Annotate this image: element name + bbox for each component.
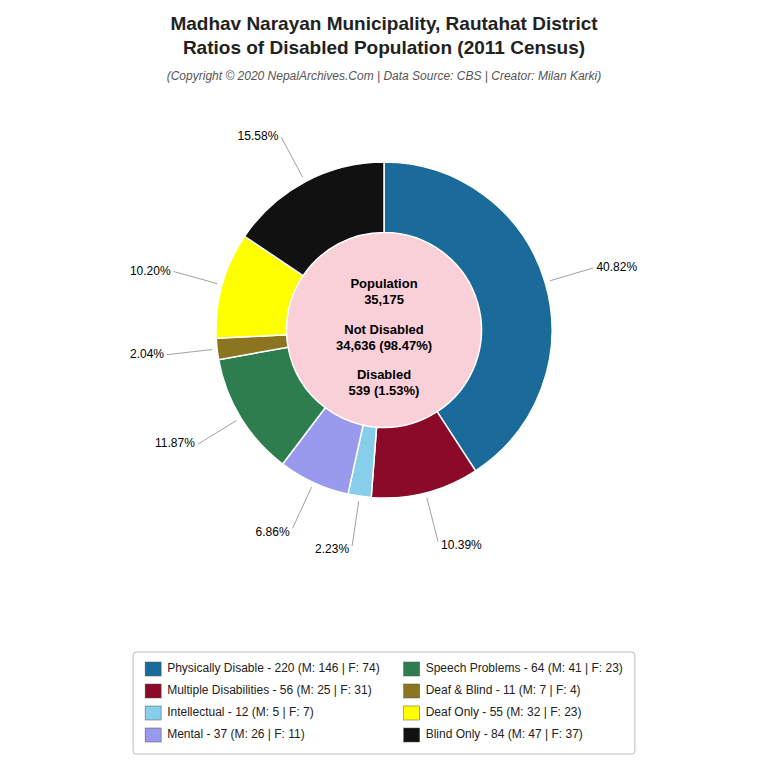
slice [219,347,326,464]
legend-swatch [404,728,420,742]
legend-swatch [145,706,161,720]
legend-label: Intellectual - 12 (M: 5 | F: 7) [167,705,314,719]
title: Ratios of Disabled Population (2011 Cens… [183,37,585,58]
leader-line [352,501,359,546]
legend-swatch [404,706,420,720]
data-label: 6.86% [256,525,290,539]
legend-swatch [145,728,161,742]
legend-label: Multiple Disabilities - 56 (M: 25 | F: 3… [167,683,372,697]
donut: 40.82% 10.39% 2.23% 6.86% 11.87% 2.04% 10.20% 1… [130,129,638,556]
legend-item: Multiple Disabilities - 56 (M: 25 | F: 3… [145,683,372,698]
legend-label: Speech Problems - 64 (M: 41 | F: 23) [426,661,623,675]
leader-line [293,487,312,528]
data-label: 11.87% [155,436,195,450]
leader-line [174,271,218,283]
legend-label: Deaf & Blind - 11 (M: 7 | F: 4) [426,683,581,697]
title: Madhav Narayan Municipality, Rautahat Di… [170,13,598,34]
legend-swatch [145,662,161,676]
leader-line [198,420,237,444]
center-disc [287,233,482,428]
legend: Physically Disable - 220 (M: 146 | F: 74… [133,652,635,754]
slice [245,162,384,276]
slice [371,412,475,498]
center-label: Population [350,276,417,291]
legend-item: Mental - 37 (M: 26 | F: 11) [145,727,305,742]
data-label: 2.04% [130,347,164,361]
legend-label: Mental - 37 (M: 26 | F: 11) [167,727,305,741]
leader-line [550,268,593,281]
legend-item: Deaf & Blind - 11 (M: 7 | F: 4) [404,683,581,698]
data-label: 40.82% [596,260,637,274]
center-label: Not Disabled [344,322,424,337]
leader-line [167,350,212,355]
data-label: 10.39% [441,538,482,552]
chart: Madhav Narayan Municipality, Rautahat Di… [0,0,768,768]
subtitle: (Copyright © 2020 NepalArchives.Com | Da… [167,69,602,83]
center-label: 35,175 [364,292,404,307]
legend-label: Deaf Only - 55 (M: 32 | F: 23) [426,705,582,719]
center-label: 34,636 (98.47%) [336,338,432,353]
legend-item: Intellectual - 12 (M: 5 | F: 7) [145,705,314,720]
legend-label: Blind Only - 84 (M: 47 | F: 37) [426,727,583,741]
legend-swatch [404,662,420,676]
legend-item: Physically Disable - 220 (M: 146 | F: 74… [145,661,380,676]
legend-item: Blind Only - 84 (M: 47 | F: 37) [404,727,583,742]
center-label: 539 (1.53%) [349,383,420,398]
legend-item: Deaf Only - 55 (M: 32 | F: 23) [404,705,582,720]
data-label: 2.23% [315,542,349,556]
legend-item: Speech Problems - 64 (M: 41 | F: 23) [404,661,623,676]
center-label: Disabled [357,367,411,382]
legend-label: Physically Disable - 220 (M: 146 | F: 74… [167,661,380,675]
data-label: 10.20% [130,264,171,278]
leader-line [281,137,302,177]
legend-swatch [145,684,161,698]
legend-frame [133,652,635,754]
slice [216,335,288,360]
leader-line [427,498,438,542]
data-label: 15.58% [238,129,279,143]
legend-swatch [404,684,420,698]
